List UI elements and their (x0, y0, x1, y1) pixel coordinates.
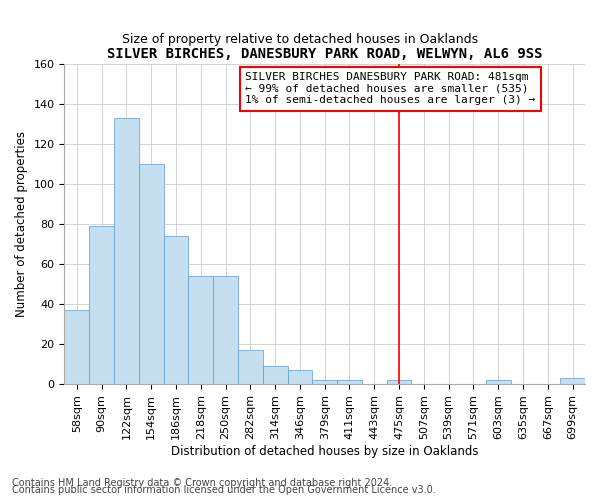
Bar (89, 226, 114, 384)
Bar (386, 380, 412, 384)
Bar (486, 380, 511, 384)
Bar (238, 350, 263, 384)
Title: SILVER BIRCHES, DANESBURY PARK ROAD, WELWYN, AL6 9SS: SILVER BIRCHES, DANESBURY PARK ROAD, WEL… (107, 48, 542, 62)
Text: Contains public sector information licensed under the Open Government Licence v3: Contains public sector information licen… (12, 485, 436, 495)
Bar (114, 118, 139, 384)
Bar (139, 164, 164, 384)
Text: Contains HM Land Registry data © Crown copyright and database right 2024.: Contains HM Land Registry data © Crown c… (12, 478, 392, 488)
Text: SILVER BIRCHES DANESBURY PARK ROAD: 481sqm
← 99% of detached houses are smaller : SILVER BIRCHES DANESBURY PARK ROAD: 481s… (245, 72, 536, 106)
Bar (188, 276, 213, 384)
Y-axis label: Number of detached properties: Number of detached properties (15, 131, 28, 317)
Bar (287, 370, 313, 384)
Bar (560, 378, 585, 384)
Bar (164, 236, 188, 384)
Bar (64, 310, 89, 384)
Bar (213, 276, 238, 384)
Bar (337, 380, 362, 384)
Bar (313, 380, 337, 384)
Text: Size of property relative to detached houses in Oaklands: Size of property relative to detached ho… (122, 32, 478, 46)
X-axis label: Distribution of detached houses by size in Oaklands: Distribution of detached houses by size … (171, 444, 478, 458)
Bar (263, 366, 287, 384)
